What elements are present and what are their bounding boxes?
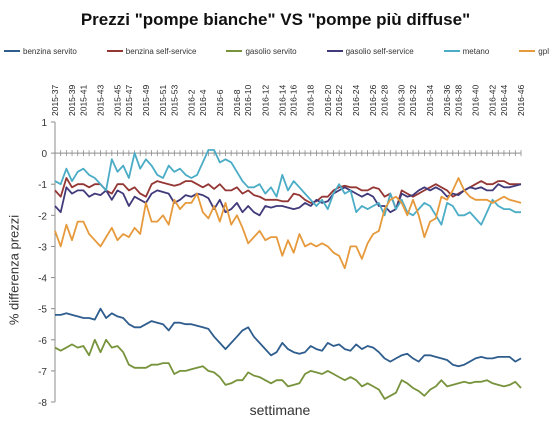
legend-label: metano: [462, 46, 490, 56]
series-line: [54, 183, 522, 217]
legend-label: benzina self-service: [125, 46, 197, 56]
x-tick-label: 2016-46: [516, 85, 526, 116]
x-tick-label: 2016-16: [289, 85, 299, 116]
x-tick-label: 2016-10: [243, 85, 253, 116]
chart-title: Prezzi "pompe bianche" VS "pompe più dif…: [80, 10, 471, 29]
y-tick-label: -4: [38, 274, 47, 285]
series-line: [54, 338, 522, 400]
legend-item: gpl: [519, 44, 549, 58]
y-tick-label: -5: [38, 305, 47, 316]
x-tick-label: 2016-12: [260, 85, 270, 116]
series-line: [55, 307, 522, 368]
legend-item: benzina servito: [4, 44, 77, 58]
x-tick-label: 2015-53: [169, 85, 179, 116]
x-tick-label: 2016-18: [306, 85, 316, 116]
x-tick-label: 2015-47: [124, 85, 134, 116]
x-tick-label: 2016-24: [351, 85, 361, 116]
x-tick-label: 2016-38: [453, 85, 463, 116]
x-tick-label: 2016-42: [488, 85, 498, 116]
y-axis-label: % differenza prezzi: [6, 214, 22, 326]
y-tick-label: -6: [38, 336, 47, 347]
y-tick-label: -7: [38, 367, 47, 378]
y-tick-label: -3: [38, 242, 47, 253]
x-tick-label: 2016-28: [380, 85, 390, 116]
series-line: [54, 177, 522, 270]
x-tick-label: 2016-8: [232, 89, 242, 116]
legend-label: gpl: [538, 46, 549, 56]
x-tick-label: 2015-49: [141, 85, 151, 116]
series-line: [54, 149, 521, 226]
legend-swatch: [519, 50, 536, 52]
series-line: [54, 177, 521, 211]
x-tick-label: 2016-30: [397, 85, 407, 116]
y-tick-label: 1: [41, 118, 47, 129]
legend: benzina servito benzina self-service gas…: [4, 44, 549, 58]
legend-swatch: [106, 50, 123, 52]
y-tick-label: -2: [38, 211, 47, 222]
legend-label: gasolio self-service: [345, 46, 414, 56]
x-tick-label: 2016-14: [277, 85, 287, 116]
x-tick-label: 2015-41: [78, 85, 88, 116]
y-tick-label: -8: [38, 398, 47, 409]
x-tick-label: 2015-45: [113, 85, 123, 116]
legend-item: gasolio self-service: [326, 44, 414, 58]
x-tick-label: 2016-20: [323, 85, 333, 116]
x-tick-label: 2016-26: [368, 85, 378, 116]
x-tick-label: 2015-39: [67, 85, 77, 116]
x-tick-label: 2015-51: [158, 85, 168, 116]
legend-label: benzina servito: [23, 46, 77, 56]
legend-item: metano: [443, 44, 490, 58]
y-tick-label: -1: [38, 180, 47, 191]
y-axis-label-wrap: % differenza prezzi: [4, 200, 24, 340]
legend-swatch: [4, 50, 20, 52]
x-tick-label: 2016-6: [215, 89, 225, 116]
legend-swatch: [226, 50, 243, 52]
x-tick-label: 2015-37: [50, 85, 60, 116]
legend-swatch: [443, 50, 460, 52]
x-tick-label: 2016-22: [334, 85, 344, 116]
legend-item: benzina self-service: [106, 44, 197, 58]
x-tick-label: 2016-34: [425, 85, 435, 116]
x-tick-label: 2016-44: [499, 85, 509, 116]
x-tick-label: 2015-43: [95, 85, 105, 116]
legend-item: gasolio servito: [226, 44, 297, 58]
x-tick-label: 2016-4: [198, 89, 208, 116]
x-tick-label: 2016-2: [186, 89, 196, 116]
x-tick-label: 2016-36: [442, 85, 452, 116]
y-tick-label: 0: [41, 149, 47, 160]
legend-label: gasolio servito: [245, 46, 297, 56]
legend-swatch: [326, 50, 343, 52]
x-tick-label: 2016-40: [471, 85, 481, 116]
x-axis-label: settimane: [249, 402, 311, 418]
x-tick-label: 2016-32: [408, 85, 418, 116]
